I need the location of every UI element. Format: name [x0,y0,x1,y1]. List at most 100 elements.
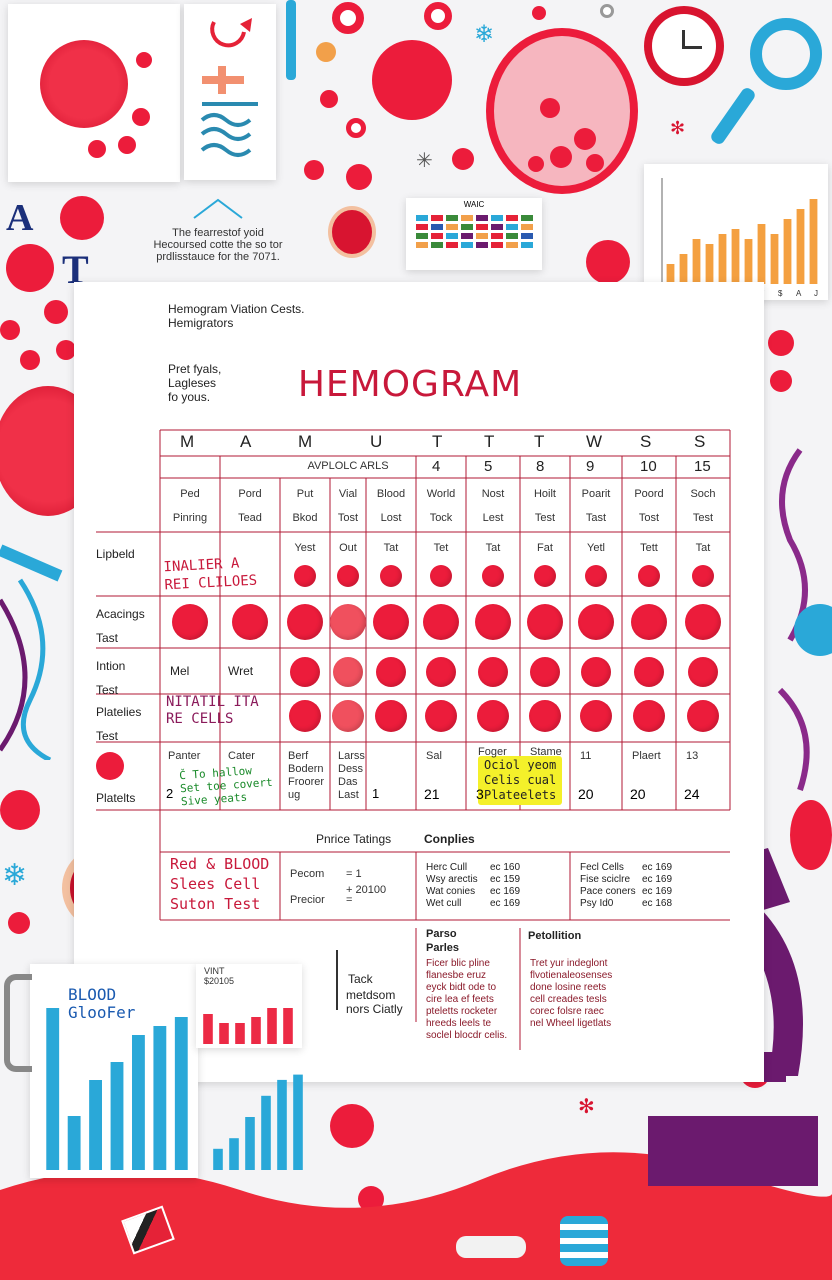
donut-cell-icon [328,206,376,258]
paras-title: Parso [426,928,457,940]
column-header: Hoilt [533,488,556,500]
red-cell-small-icon [136,52,152,68]
tube-icon [0,544,63,760]
weekday-letter: W [586,432,603,451]
row1-value: Tet [433,542,449,554]
red-cell-icon [332,2,364,34]
red-cell-icon [56,340,76,360]
red-cell-icon [333,657,363,687]
side-note-line: Pret fyals, [168,362,222,376]
row-label: Lipbeld [96,547,135,561]
red-cell-icon [631,604,667,640]
small-blue-bar-chart [213,1074,303,1170]
weekday-letter: M [180,432,195,451]
row-label: Platelies Test [96,705,142,743]
top-note: The fearrestof yoid Hecoursed cotte the … [148,196,288,263]
red-cell-icon [96,752,124,780]
handwritten-rbc: INALIER A REI CLILOES [163,555,258,594]
chart-bar [110,1062,124,1170]
row1-value: Fat [537,542,553,554]
red-cell-icon [304,160,324,180]
pecom-label: Pecom [290,868,325,880]
count-label: Wat conies [426,886,476,897]
side-note-line: Lagleses [168,376,217,390]
red-cell-icon [346,164,372,190]
row1-value: Out [339,542,357,554]
column-header: Tead [238,512,262,524]
red-cell-small-icon [118,136,136,154]
red-cell-icon [600,4,614,18]
row5-cell: 13 [686,750,699,762]
row1-value: Tat [383,542,399,554]
subheader-label: AVPLOLC ARLS [307,460,389,472]
red-cell-icon [532,6,546,20]
column-header: Tock [429,512,453,524]
blood-wave-decor [0,1152,832,1280]
red-cell-icon [0,320,20,340]
chart-tick-label: $ [778,289,783,298]
tack-line: Tack [348,972,373,986]
chart-bar [783,219,792,284]
row1-value: Tat [695,542,711,554]
chart-label: BLOOD GlooFer [68,985,136,1022]
top-note-line: prdlisstauce for the 7071. [156,251,280,263]
red-cell-icon [688,657,718,687]
chart-bar [67,1116,81,1170]
red-cell-icon [320,90,338,108]
red-cell-icon [423,604,459,640]
red-cell-small-icon [88,140,106,158]
row-label: Platelts [96,791,136,805]
chart-bar [744,239,753,284]
red-cell-icon [578,604,614,640]
chart-bar [46,1008,60,1170]
row5-cell: Foger [478,746,507,758]
count-label: Pace coners [580,886,636,897]
red-cell-icon [376,657,406,687]
orange-bar-chart: 1llCl7$AJ [661,178,818,298]
small-blue-chart-card [206,1064,306,1174]
red-cell-icon [373,604,409,640]
chart-bar [261,1095,271,1170]
red-cell-icon [527,604,563,640]
row1-value: Yetl [587,542,605,554]
red-cell-icon [337,565,359,587]
sheet-header-line: Hemigrators [168,316,234,330]
paras-text: Ficer blic pline flanesbe eruz eyck bidt… [426,958,508,1041]
red-cell-icon [482,565,504,587]
red-cell-icon [529,700,561,732]
chart-tick-label: J [814,289,818,298]
red-cell-icon [687,700,719,732]
count-value: ec 160 [490,862,521,873]
red-cell-icon [289,700,321,732]
weekday-letter: A [240,432,252,451]
red-cell-icon [452,148,474,170]
weekday-letter: U [370,432,383,451]
column-header: Pord [238,488,262,500]
pecom-label: Precior [290,894,325,906]
chart-bar [213,1148,223,1170]
row5-cell: Berf Bodern Froorer ug [288,750,325,801]
chart-tick-label: A [796,289,802,298]
red-cell-icon [580,700,612,732]
red-cell-icon [424,2,452,30]
tack-line: nors Ciatly [346,1002,403,1016]
side-note-line: fo yous. [168,390,211,404]
column-header: Poord [634,488,664,500]
red-cell-icon [770,370,792,392]
chart-bar [153,1026,167,1170]
chart-bar [277,1079,287,1170]
sample-cup-icon [560,1216,608,1266]
row5-number: 20 [630,786,646,802]
row-label: Intion Test [96,659,126,697]
red-cell-icon [8,912,30,934]
row5-number: 20 [578,786,594,802]
page-title: HEMOGRAM [297,364,523,405]
pet-text: Tret yur indeglont flvotienaleosenses do… [530,958,613,1029]
column-header: Pinring [172,512,208,524]
test-tube-icon [456,1236,526,1258]
row5-cell: Panter [168,750,201,762]
column-header: Test [534,512,556,524]
column-header: Lost [380,512,402,524]
chart-bar [731,229,740,284]
